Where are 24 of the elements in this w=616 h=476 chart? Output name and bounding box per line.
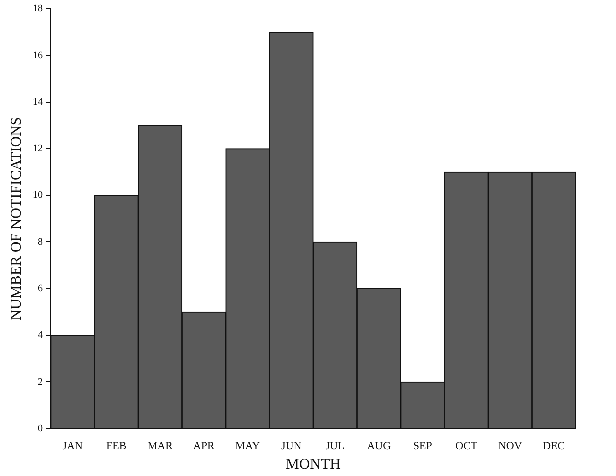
x-tick-label: MAR xyxy=(148,440,174,452)
x-tick-label: SEP xyxy=(413,440,432,452)
y-tick-label: 12 xyxy=(33,144,43,155)
y-tick-label: 10 xyxy=(33,190,43,202)
x-tick-label: JUN xyxy=(282,440,302,452)
x-tick-label: OCT xyxy=(456,440,478,452)
x-tick-label: JAN xyxy=(62,440,84,452)
x-tick-label: DEC xyxy=(543,440,566,452)
x-tick-label: APR xyxy=(193,440,216,452)
x-tick-label: JUL xyxy=(326,440,346,452)
x-tick-label: MAY xyxy=(236,440,260,452)
x-tick-label: NOV xyxy=(498,440,522,452)
x-axis-title: MONTH xyxy=(286,456,342,473)
y-tick-label: 18 xyxy=(33,4,43,15)
y-tick-label: 4 xyxy=(38,330,43,342)
y-tick-label: 14 xyxy=(33,96,43,108)
y-tick-label: 2 xyxy=(38,376,43,388)
y-tick-label: 6 xyxy=(38,283,43,294)
y-tick-label: 16 xyxy=(33,50,43,62)
x-tick-label: FEB xyxy=(106,440,127,452)
x-tick-label: AUG xyxy=(367,440,392,452)
y-tick-label: 0 xyxy=(38,423,43,434)
y-axis-title: NUMBER OF NOTIFICATIONS xyxy=(8,117,25,321)
y-tick-label: 8 xyxy=(38,236,43,248)
